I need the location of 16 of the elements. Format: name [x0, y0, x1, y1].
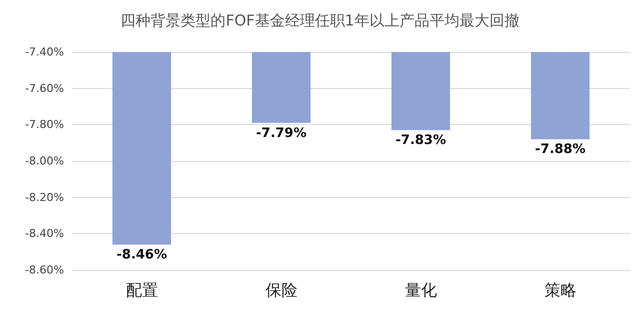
x-tick-label: 策略: [544, 280, 576, 300]
y-tick-label: -7.40%: [25, 46, 64, 58]
y-tick-label: -8.00%: [25, 154, 64, 168]
y-tick-label: -8.20%: [25, 190, 64, 204]
y-tick-label: -7.80%: [25, 118, 64, 132]
data-label: -7.88%: [535, 142, 586, 158]
data-label: -7.79%: [256, 126, 306, 141]
y-tick-label: -8.60%: [25, 264, 64, 276]
x-tick-label: 量化: [404, 280, 437, 300]
data-label: -7.83%: [396, 133, 446, 148]
y-tick-label: -8.40%: [25, 227, 64, 240]
x-tick-label: 配置: [126, 280, 158, 300]
y-tick-label: -7.60%: [25, 82, 64, 95]
data-label: -8.46%: [116, 248, 167, 263]
chart-title: 四种背景类型的FOF基金经理任职1年以上产品平均最大回撤: [120, 12, 520, 30]
x-tick-label: 保险: [265, 280, 298, 300]
